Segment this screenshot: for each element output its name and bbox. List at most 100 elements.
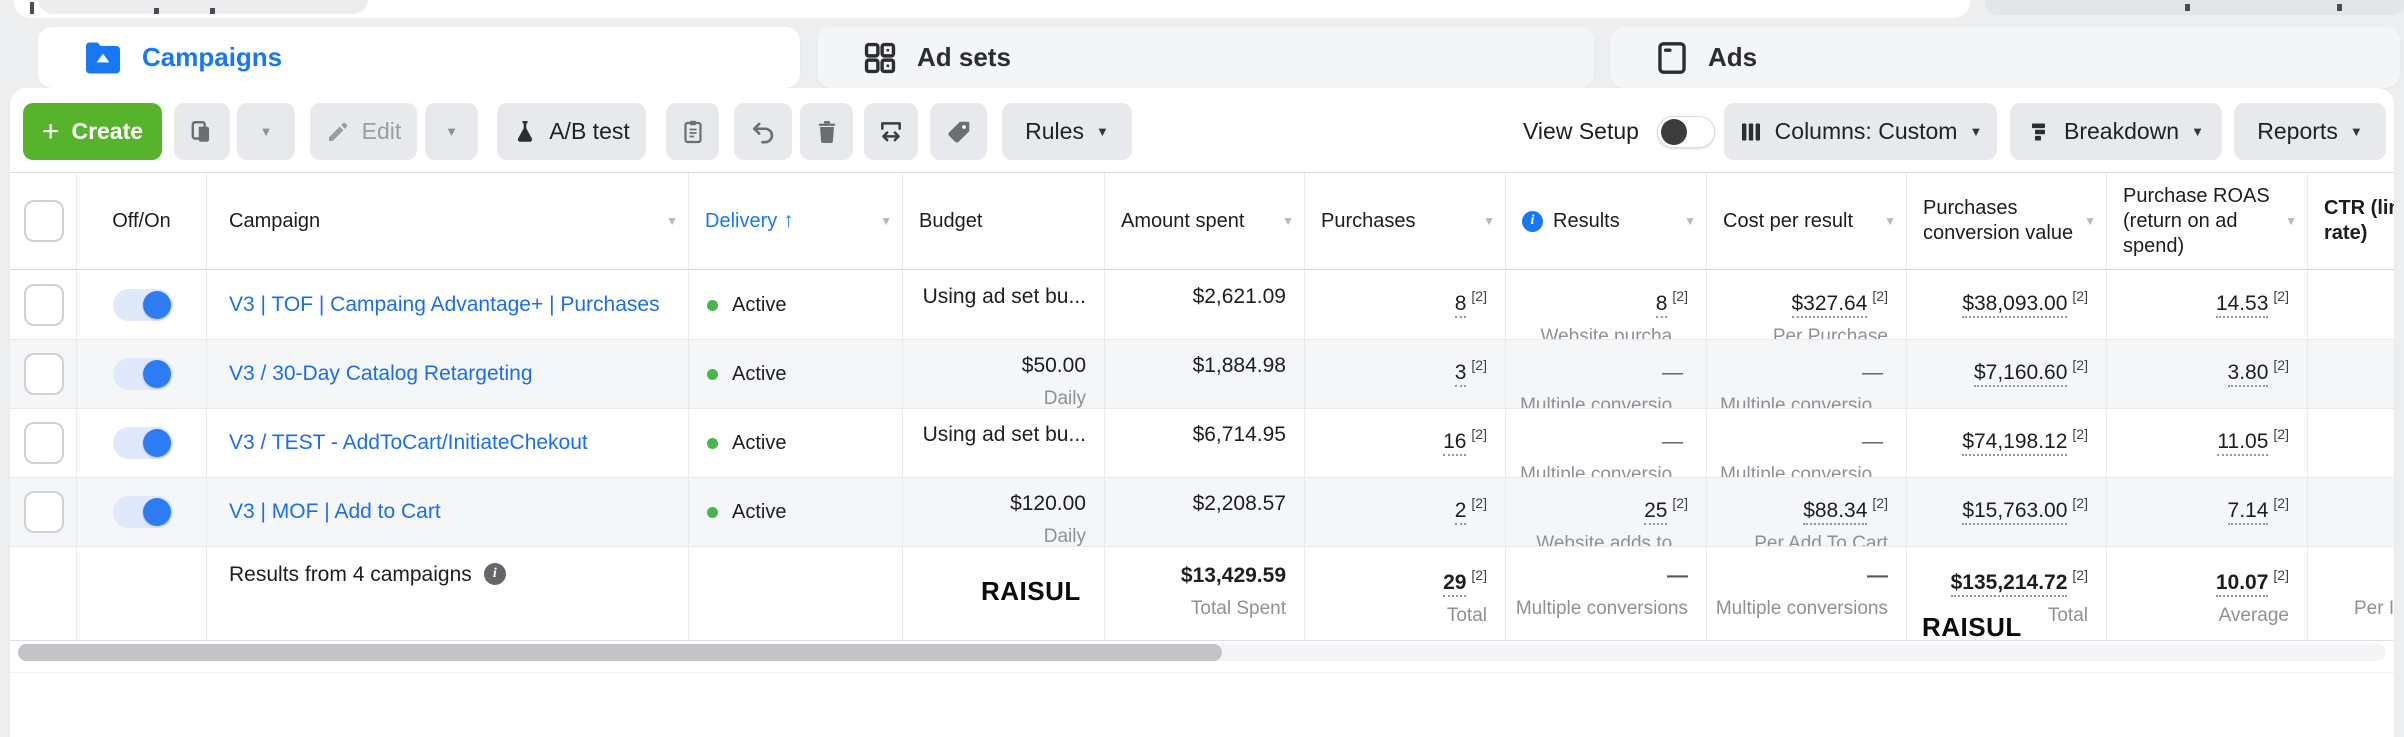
breakdown-icon bbox=[2028, 120, 2052, 144]
results-sub: Multiple conversio... bbox=[1520, 395, 1688, 408]
ads-page-icon bbox=[1656, 41, 1688, 75]
columns-icon bbox=[1739, 120, 1763, 144]
select-all-checkbox[interactable] bbox=[24, 200, 64, 242]
tab-ad-sets[interactable]: Ad sets bbox=[817, 27, 1594, 88]
toggle-knob bbox=[143, 360, 171, 388]
table-body: V3 | TOF | Campaing Advantage+ | Purchas… bbox=[10, 271, 2394, 547]
conversion-value: $7,160.60 bbox=[1973, 361, 2068, 387]
tag-icon bbox=[946, 119, 972, 145]
columns-button[interactable]: Columns: Custom ▼ bbox=[1724, 103, 1997, 160]
roas-value: 7.14 bbox=[2227, 499, 2269, 525]
conversion-value: $38,093.00 bbox=[1962, 292, 2068, 318]
delete-button[interactable] bbox=[800, 103, 853, 160]
horizontal-scrollbar[interactable] bbox=[18, 644, 1222, 661]
cropped-date-range-control[interactable] bbox=[1985, 0, 2404, 15]
breakdown-button[interactable]: Breakdown ▼ bbox=[2010, 103, 2222, 160]
summary-label: Results from 4 campaigns bbox=[229, 563, 472, 586]
column-header-purchases[interactable]: Purchases ▼ bbox=[1305, 173, 1506, 269]
column-header-purchases-conversion-value[interactable]: Purchases conversion value ▼ bbox=[1907, 173, 2107, 269]
amount-spent-value: $6,714.95 bbox=[1192, 423, 1286, 446]
tab-ads[interactable]: Ads bbox=[1610, 27, 2400, 88]
tab-ad-sets-label: Ad sets bbox=[917, 42, 1011, 72]
purchases-value: 2 bbox=[1454, 499, 1467, 525]
tag-button[interactable] bbox=[930, 103, 987, 160]
chevron-down-icon[interactable]: ▼ bbox=[1282, 214, 1294, 228]
campaign-name-link[interactable]: V3 / TEST - AddToCart/InitiateChekout bbox=[229, 431, 588, 454]
create-button[interactable]: + Create bbox=[23, 103, 162, 160]
breakdown-button-label: Breakdown bbox=[2064, 118, 2180, 144]
cost-per-result-value: $88.34 bbox=[1803, 499, 1868, 525]
edit-dropdown-button[interactable]: ▼ bbox=[425, 103, 478, 160]
edit-button-label: Edit bbox=[361, 118, 402, 144]
row-checkbox[interactable] bbox=[24, 353, 64, 395]
ctr-cell bbox=[2308, 271, 2394, 339]
row-checkbox[interactable] bbox=[24, 422, 64, 464]
pencil-icon bbox=[326, 120, 350, 144]
info-icon[interactable]: i bbox=[1522, 210, 1543, 232]
active-status-dot bbox=[707, 368, 718, 380]
column-header-purchase-roas[interactable]: Purchase ROAS (return on ad spend) ▼ bbox=[2107, 173, 2308, 269]
chevron-down-icon[interactable]: ▼ bbox=[1884, 214, 1896, 228]
reports-button-label: Reports bbox=[2257, 118, 2338, 144]
rules-button[interactable]: Rules ▼ bbox=[1002, 103, 1132, 160]
chevron-down-icon[interactable]: ▼ bbox=[1684, 214, 1696, 228]
chevron-down-icon[interactable]: ▼ bbox=[1483, 214, 1495, 228]
campaign-name-link[interactable]: V3 / 30-Day Catalog Retargeting bbox=[229, 362, 533, 385]
export-arrows-icon bbox=[878, 119, 904, 145]
row-checkbox[interactable] bbox=[24, 491, 64, 533]
ab-test-button[interactable]: A/B test bbox=[497, 103, 646, 160]
column-header-cost-per-result[interactable]: Cost per result ▼ bbox=[1707, 173, 1907, 269]
campaign-on-off-toggle[interactable] bbox=[113, 358, 173, 390]
table-row: V3 / TEST - AddToCart/InitiateChekout Ac… bbox=[10, 409, 2394, 478]
edit-button[interactable]: Edit bbox=[310, 103, 417, 160]
ctr-cell bbox=[2308, 478, 2394, 546]
campaign-on-off-toggle[interactable] bbox=[113, 289, 173, 321]
results-sub: Multiple conversio... bbox=[1520, 464, 1688, 477]
undo-button[interactable] bbox=[734, 103, 792, 160]
column-header-campaign[interactable]: Campaign ▼ bbox=[207, 173, 689, 269]
column-header-off-on: Off/On bbox=[112, 209, 171, 232]
toggle-knob bbox=[143, 429, 171, 457]
column-header-budget[interactable]: Budget bbox=[903, 173, 1105, 269]
column-header-ctr[interactable]: CTR (link click-through rate) bbox=[2308, 173, 2394, 269]
row-checkbox[interactable] bbox=[24, 284, 64, 326]
column-header-results[interactable]: i Results ▼ bbox=[1506, 173, 1707, 269]
info-icon[interactable]: i bbox=[483, 563, 506, 585]
results-value: 8 bbox=[1655, 292, 1668, 318]
clipboard-button[interactable] bbox=[666, 103, 719, 160]
delivery-status: Active bbox=[732, 500, 787, 523]
active-status-dot bbox=[707, 299, 718, 311]
campaign-name-link[interactable]: V3 | MOF | Add to Cart bbox=[229, 500, 441, 523]
amount-spent-value: $1,884.98 bbox=[1192, 354, 1286, 377]
summary-results: — bbox=[1667, 564, 1688, 587]
watermark: RAISUL bbox=[1922, 612, 2022, 642]
view-setup-toggle[interactable] bbox=[1656, 115, 1715, 148]
conversion-value: $15,763.00 bbox=[1962, 499, 2068, 525]
reports-button[interactable]: Reports ▼ bbox=[2234, 103, 2386, 160]
cost-per-result-sub: Per Add To Cart bbox=[1754, 533, 1888, 546]
table-row: V3 | TOF | Campaing Advantage+ | Purchas… bbox=[10, 271, 2394, 340]
flask-icon bbox=[513, 119, 537, 145]
column-header-amount-spent[interactable]: Amount spent ▼ bbox=[1105, 173, 1305, 269]
cropped-top-bar bbox=[14, 0, 1970, 18]
ab-test-label: A/B test bbox=[549, 118, 630, 144]
create-button-label: Create bbox=[71, 118, 144, 144]
chevron-down-icon[interactable]: ▼ bbox=[2285, 214, 2297, 228]
campaign-name-link[interactable]: V3 | TOF | Campaing Advantage+ | Purchas… bbox=[229, 293, 660, 316]
duplicate-dropdown-button[interactable]: ▼ bbox=[237, 103, 295, 160]
export-button[interactable] bbox=[864, 103, 918, 160]
column-header-delivery[interactable]: Delivery ↑ ▼ bbox=[689, 173, 903, 269]
campaign-on-off-toggle[interactable] bbox=[113, 496, 173, 528]
duplicate-button[interactable] bbox=[174, 103, 230, 160]
chevron-down-icon[interactable]: ▼ bbox=[666, 214, 678, 228]
chevron-down-icon: ▼ bbox=[259, 124, 273, 139]
chevron-down-icon[interactable]: ▼ bbox=[880, 214, 892, 228]
campaign-on-off-toggle[interactable] bbox=[113, 427, 173, 459]
ctr-cell bbox=[2308, 409, 2394, 477]
tab-campaigns[interactable]: Campaigns bbox=[38, 27, 800, 88]
cropped-glyph bbox=[154, 8, 159, 14]
chevron-down-icon[interactable]: ▼ bbox=[2084, 214, 2096, 228]
chevron-down-icon: ▼ bbox=[1969, 124, 1983, 139]
delivery-status: Active bbox=[732, 362, 787, 385]
